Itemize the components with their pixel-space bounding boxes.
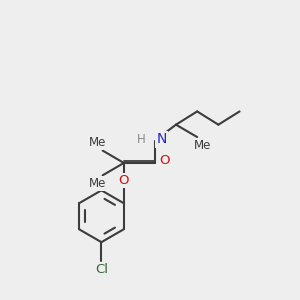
Text: Me: Me	[89, 136, 106, 149]
Text: Me: Me	[89, 177, 106, 190]
Text: Me: Me	[194, 139, 211, 152]
Text: N: N	[156, 132, 167, 146]
Text: Cl: Cl	[95, 263, 108, 276]
Text: O: O	[159, 154, 169, 167]
Text: O: O	[118, 174, 129, 187]
Text: H: H	[137, 133, 146, 146]
